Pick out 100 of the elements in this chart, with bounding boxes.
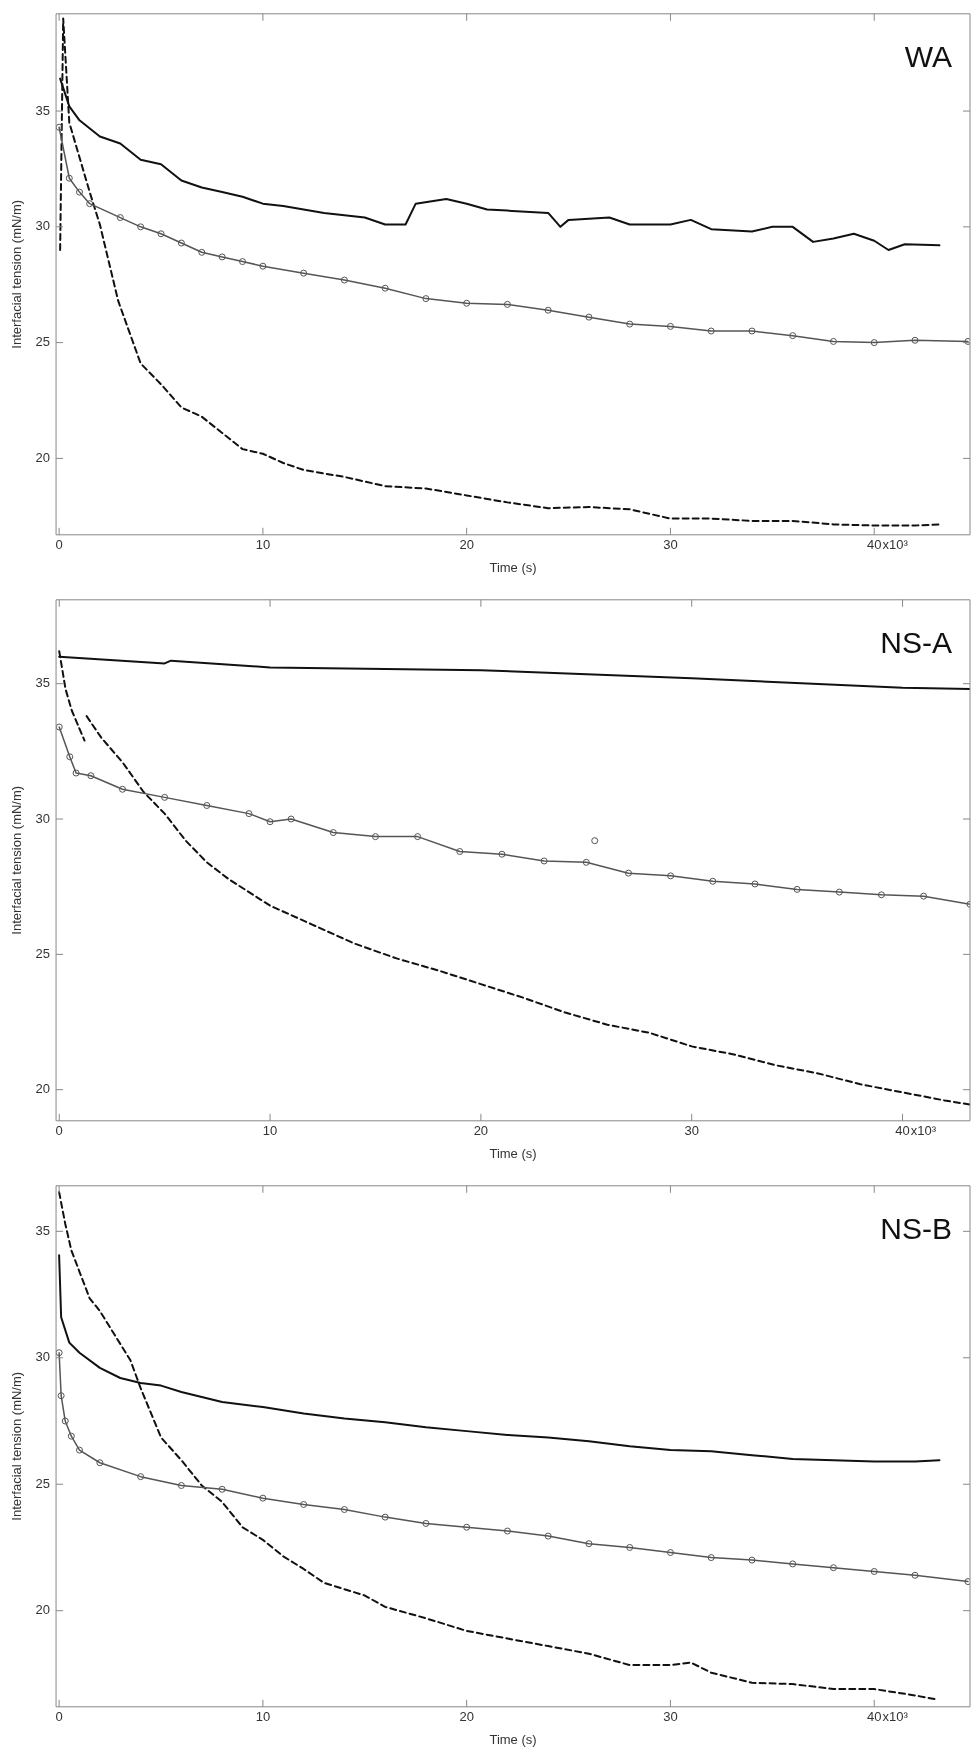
y-tick-label: 35 — [35, 1222, 51, 1238]
x-tick-label: 20 — [473, 1123, 489, 1139]
y-tick-label: 25 — [35, 1475, 51, 1491]
point — [911, 336, 919, 344]
y-tick-label: 25 — [35, 945, 51, 961]
point — [829, 1564, 837, 1572]
point — [116, 214, 124, 222]
x-axis-title: Time (s) — [489, 559, 537, 575]
point — [259, 262, 267, 270]
text: x10³ — [910, 1123, 937, 1139]
point — [137, 223, 145, 231]
point — [626, 320, 634, 328]
point — [666, 1549, 674, 1557]
text: x10³ — [882, 1709, 909, 1725]
point — [503, 300, 511, 308]
y-tick-label: 35 — [35, 675, 51, 691]
y-tick-label: 30 — [35, 1349, 51, 1365]
point — [829, 337, 837, 345]
x-tick-label: 10 — [262, 1123, 278, 1139]
point — [789, 1560, 797, 1568]
x-axis-title: Time (s) — [489, 1145, 537, 1161]
point — [75, 188, 83, 196]
x-tick-label: 0 — [55, 1123, 63, 1139]
point — [87, 772, 95, 780]
text: NS-B — [880, 1212, 952, 1246]
point — [626, 1543, 634, 1551]
point — [585, 1540, 593, 1548]
point — [456, 848, 464, 855]
point — [582, 858, 590, 866]
point — [203, 801, 211, 809]
x-tick-label: 40 — [895, 1123, 910, 1139]
point — [666, 322, 674, 330]
point — [218, 253, 226, 261]
point — [86, 200, 94, 208]
point — [161, 793, 169, 801]
point — [56, 1349, 63, 1357]
point — [585, 313, 593, 321]
y-tick-label: 30 — [35, 810, 51, 826]
point — [707, 1554, 715, 1562]
point — [667, 872, 675, 880]
point — [789, 332, 797, 340]
x-axis-title: Time (s) — [489, 1731, 537, 1747]
point — [245, 810, 253, 818]
point — [422, 1519, 430, 1527]
text: NS-A — [880, 626, 952, 660]
y-tick-label: 25 — [35, 334, 51, 350]
point — [177, 1482, 185, 1489]
point — [96, 1459, 104, 1467]
y-tick-label: 20 — [35, 449, 51, 465]
point — [964, 1578, 970, 1586]
x-tick-label: 30 — [684, 1123, 699, 1139]
x-tick-label: 0 — [55, 1709, 63, 1725]
y-axis-title: Interfacial tension (mN/m) — [9, 785, 25, 935]
x-tick-label: 0 — [55, 537, 63, 553]
text: x10³ — [882, 537, 909, 553]
x-tick-label: 40 — [866, 1709, 882, 1725]
point — [911, 1571, 919, 1579]
x-tick-label: 20 — [459, 1709, 474, 1725]
point — [57, 1392, 65, 1400]
point — [340, 1506, 348, 1514]
point — [266, 818, 274, 826]
point — [329, 829, 337, 837]
point — [75, 1446, 83, 1454]
x-tick-label: 10 — [255, 1709, 271, 1725]
point — [218, 1485, 226, 1493]
point — [503, 1527, 511, 1535]
x-tick-label: 40 — [866, 537, 882, 553]
point — [414, 833, 422, 841]
point — [463, 1523, 471, 1531]
point — [748, 1556, 756, 1564]
point — [259, 1494, 267, 1502]
point — [118, 785, 126, 793]
point — [751, 880, 759, 888]
point — [61, 1417, 69, 1425]
point — [371, 833, 379, 841]
point — [198, 248, 206, 256]
point — [964, 337, 970, 345]
x-tick-label: 10 — [255, 537, 271, 553]
point — [300, 1500, 308, 1508]
point — [287, 815, 295, 823]
point — [177, 239, 185, 247]
point — [498, 850, 506, 858]
point — [835, 888, 843, 896]
y-tick-label: 20 — [35, 1081, 51, 1097]
point — [793, 885, 801, 893]
point — [137, 1473, 145, 1481]
point — [56, 123, 63, 131]
point — [709, 877, 717, 885]
point — [381, 1513, 389, 1521]
point — [239, 258, 247, 266]
point — [422, 295, 430, 303]
point — [544, 1532, 552, 1540]
point — [300, 269, 308, 277]
point — [540, 857, 548, 865]
y-axis-title: Interfacial tension (mN/m) — [9, 199, 25, 349]
point — [381, 284, 389, 292]
point — [463, 299, 471, 307]
point — [66, 753, 74, 761]
x-tick-label: 30 — [663, 1709, 678, 1725]
point — [65, 174, 73, 182]
